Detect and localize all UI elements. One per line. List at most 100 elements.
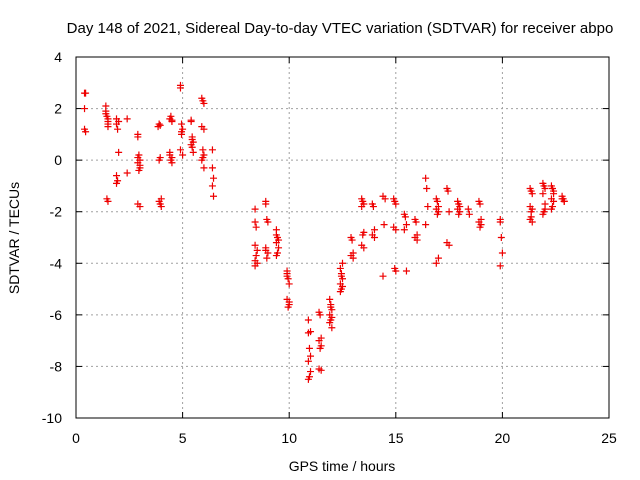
data-point	[285, 280, 293, 288]
y-tick-label: 2	[54, 101, 62, 117]
grid-lines	[76, 57, 609, 418]
data-point	[168, 116, 176, 124]
data-point	[304, 316, 312, 324]
x-tick-label: 0	[72, 430, 80, 446]
data-point	[327, 303, 335, 311]
tick-labels: 0 5 10 15 20 25 -10 -8 -6 -4 -2 0 2 4	[42, 49, 617, 446]
data-point	[445, 208, 453, 216]
data-point	[188, 143, 196, 151]
data-point	[104, 123, 112, 131]
data-point	[539, 210, 547, 218]
y-tick-label: -2	[50, 204, 63, 220]
data-point	[199, 146, 207, 154]
data-point	[123, 115, 131, 123]
data-point	[541, 200, 549, 208]
data-point	[360, 244, 368, 252]
data-point	[424, 203, 432, 211]
data-point	[134, 133, 142, 141]
data-point	[115, 148, 123, 156]
y-tick-label: -6	[50, 307, 63, 323]
data-point	[434, 254, 442, 262]
data-point	[359, 231, 367, 239]
data-point	[422, 221, 430, 229]
data-point	[326, 295, 334, 303]
data-point	[464, 205, 472, 213]
data-point	[251, 262, 259, 270]
data-point	[433, 197, 441, 205]
data-point	[336, 288, 344, 296]
data-point	[370, 234, 378, 241]
data-point	[358, 203, 366, 211]
data-point	[455, 210, 463, 218]
y-axis-label: SDTVAR / TECUs	[6, 182, 22, 294]
data-point	[251, 218, 259, 226]
data-point	[187, 116, 195, 124]
data-point	[307, 328, 315, 336]
x-tick-label: 25	[601, 430, 617, 446]
data-point	[402, 221, 410, 229]
data-point	[82, 128, 90, 136]
data-point	[317, 366, 325, 374]
data-point	[262, 200, 270, 208]
data-point	[115, 117, 123, 125]
data-point	[284, 303, 292, 311]
data-point	[550, 187, 558, 195]
axis-ticks	[75, 56, 610, 419]
data-point	[155, 197, 163, 205]
data-point	[316, 311, 324, 319]
data-point	[541, 185, 549, 193]
data-point	[328, 324, 336, 332]
data-point	[528, 190, 536, 198]
data-point	[156, 154, 164, 162]
data-point	[208, 182, 216, 190]
data-point	[326, 319, 334, 327]
data-point	[348, 236, 356, 244]
data-point	[315, 337, 323, 345]
data-point	[316, 344, 324, 352]
data-point	[113, 172, 121, 180]
data-point	[210, 174, 218, 182]
data-point	[262, 246, 270, 254]
data-point	[136, 161, 144, 169]
data-point	[423, 185, 431, 193]
x-axis-label: GPS time / hours	[289, 458, 396, 474]
data-point	[476, 223, 484, 231]
data-point	[168, 159, 176, 167]
data-point	[251, 241, 259, 249]
x-tick-label: 10	[281, 430, 297, 446]
data-point	[336, 264, 344, 272]
data-point	[272, 239, 280, 247]
data-point	[104, 115, 112, 123]
data-point	[476, 200, 484, 208]
data-point	[208, 164, 216, 172]
data-point	[402, 267, 410, 275]
x-tick-label: 15	[388, 430, 404, 446]
data-point	[400, 226, 408, 234]
data-point	[307, 352, 315, 360]
data-point	[413, 236, 421, 244]
data-point	[498, 249, 506, 257]
data-point	[178, 120, 186, 128]
data-point	[176, 84, 184, 92]
data-point	[527, 208, 535, 216]
data-point	[104, 197, 112, 205]
data-point	[392, 226, 400, 234]
data-point	[550, 197, 558, 205]
data-point	[81, 105, 89, 113]
data-point	[433, 210, 441, 218]
x-tick-label: 20	[495, 430, 511, 446]
data-point	[380, 221, 388, 229]
data-point	[307, 368, 315, 376]
data-point	[370, 226, 378, 234]
data-point	[304, 375, 312, 383]
data-point	[114, 125, 122, 133]
data-point	[200, 99, 208, 107]
data-point	[200, 125, 208, 133]
data-point	[167, 112, 175, 120]
data-point	[264, 218, 272, 226]
data-point	[496, 218, 504, 226]
data-point	[82, 89, 90, 97]
data-point	[422, 174, 430, 182]
data-point	[304, 357, 312, 365]
